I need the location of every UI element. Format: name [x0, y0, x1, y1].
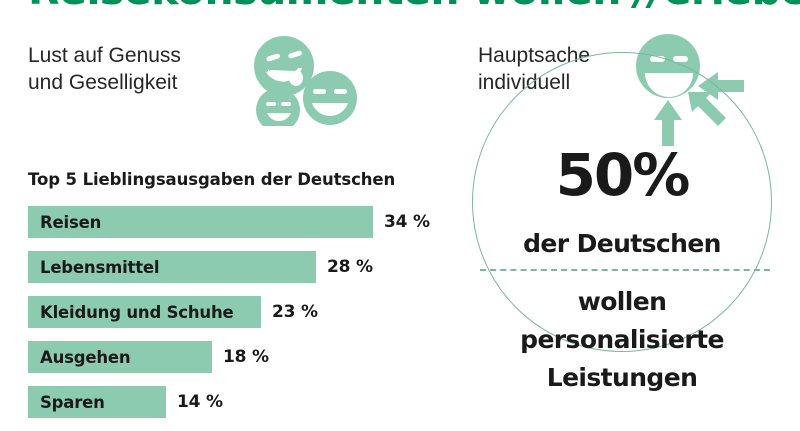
bar-fill: Reisen — [28, 206, 373, 238]
header-left-label: Lust auf Genuss und Geselligkeit — [28, 44, 181, 94]
stat-divider — [480, 269, 770, 271]
bar-fill: Ausgehen — [28, 341, 212, 373]
bar-fill: Kleidung und Schuhe — [28, 296, 261, 328]
bar-value: 34 % — [384, 212, 430, 232]
stat-subtitle: der Deutschen — [523, 229, 721, 258]
bar-value: 23 % — [272, 302, 318, 322]
bar-value: 18 % — [223, 347, 269, 367]
bar-row: Reisen 34 % — [28, 206, 458, 238]
bar-value: 14 % — [177, 392, 223, 412]
bar-row: Sparen 14 % — [28, 386, 458, 418]
bar-fill: Lebensmittel — [28, 251, 316, 283]
bar-row: Lebensmittel 28 % — [28, 251, 458, 283]
page-title: Reisekonsumenten wollen //erleben — [28, 0, 800, 14]
stat-circle-outline — [472, 52, 772, 352]
chart-title: Top 5 Lieblingsausgaben der Deutschen — [28, 170, 396, 189]
page-title-text-before: Reisekonsumenten wollen — [28, 0, 635, 14]
bar-label: Ausgehen — [40, 347, 131, 367]
bar-value: 28 % — [327, 257, 373, 277]
stat-panel: 50% der Deutschen wollen personalisierte… — [472, 52, 772, 400]
header-left: Lust auf Genuss und Geselligkeit — [28, 42, 181, 96]
three-smileys-icon — [248, 34, 360, 132]
bar-chart: Reisen 34 % Lebensmittel 28 % Kleidung u… — [28, 206, 458, 431]
bar-label: Sparen — [40, 392, 105, 412]
bar-label: Kleidung und Schuhe — [40, 302, 234, 322]
bar-label: Reisen — [40, 212, 102, 232]
page-title-text-after: erleben — [664, 0, 800, 14]
bar-row: Kleidung und Schuhe 23 % — [28, 296, 458, 328]
bar-label: Lebensmittel — [40, 257, 160, 277]
stat-body-text: wollen personalisierte Leistungen — [520, 287, 724, 392]
bar-fill: Sparen — [28, 386, 166, 418]
page-title-slashes: // — [635, 0, 664, 14]
stat-big-value: 50% — [555, 141, 691, 209]
bar-row: Ausgehen 18 % — [28, 341, 458, 373]
